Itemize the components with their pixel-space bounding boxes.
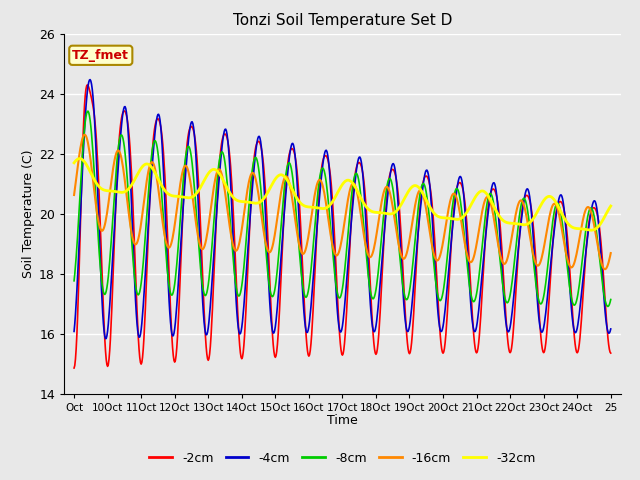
- Legend: -2cm, -4cm, -8cm, -16cm, -32cm: -2cm, -4cm, -8cm, -16cm, -32cm: [145, 447, 540, 469]
- X-axis label: Time: Time: [327, 414, 358, 427]
- Title: Tonzi Soil Temperature Set D: Tonzi Soil Temperature Set D: [233, 13, 452, 28]
- Text: TZ_fmet: TZ_fmet: [72, 49, 129, 62]
- Y-axis label: Soil Temperature (C): Soil Temperature (C): [22, 149, 35, 278]
